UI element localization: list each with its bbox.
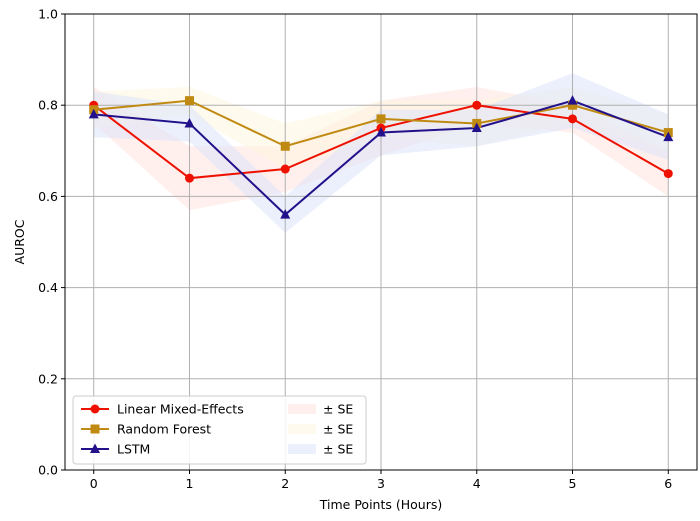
data-point-series-1 (376, 114, 386, 124)
x-tick-label: 3 (377, 476, 385, 491)
y-tick-label: 0.2 (38, 371, 58, 386)
series-markers-layer (88, 95, 674, 219)
data-point-series-2 (663, 131, 674, 142)
axes-layer: 0 1 2 3 4 5 6 0.0 0.2 0.4 0.6 0.8 1.0 (38, 7, 698, 491)
data-point-series-2 (88, 108, 99, 119)
data-point-series-0 (280, 164, 290, 174)
legend-band-swatch-series-1 (288, 424, 316, 434)
data-point-series-2 (280, 209, 291, 219)
data-point-series-2 (376, 127, 386, 137)
legend-band-swatch-series-0 (288, 404, 316, 414)
y-axis-label: AUROC (12, 219, 27, 264)
data-point-series-1 (280, 141, 290, 151)
y-tick-label: 0.6 (38, 189, 58, 204)
y-tick-label: 1.0 (38, 7, 58, 22)
legend-label-series-0: Linear Mixed-Effects (117, 402, 244, 417)
x-tick-label: 4 (473, 476, 481, 491)
y-tick-label: 0.0 (38, 463, 58, 478)
legend-marker-series-1 (90, 424, 100, 434)
x-axis-label: Time Points (Hours) (319, 497, 442, 512)
x-tick-label: 5 (569, 476, 577, 491)
legend-band-label-series-1: ± SE (323, 422, 353, 437)
legend-band-swatch-series-2 (288, 444, 316, 454)
y-tick-label: 0.8 (38, 98, 58, 113)
data-point-series-2 (567, 95, 578, 105)
data-point-series-1 (184, 96, 194, 106)
data-point-series-2 (184, 117, 195, 128)
data-point-series-0 (184, 173, 194, 183)
legend-band-label-series-0: ± SE (323, 402, 353, 417)
legend-band-label-series-2: ± SE (323, 442, 353, 457)
legend-marker-series-0 (90, 404, 100, 414)
x-tick-label: 0 (90, 476, 98, 491)
legend-label-series-2: LSTM (117, 442, 150, 457)
data-point-series-1 (568, 100, 578, 110)
x-tick-label: 1 (186, 476, 194, 491)
data-point-series-0 (472, 100, 482, 110)
data-point-series-0 (568, 114, 578, 124)
legend-marker-series-2 (90, 443, 100, 453)
x-tick-label: 2 (281, 476, 289, 491)
y-tick-label: 0.4 (38, 280, 58, 295)
legend-label-series-1: Random Forest (117, 422, 211, 437)
legend: Linear Mixed-Effects ± SE Random Forest ± S… (72, 395, 367, 465)
x-tick-label: 6 (664, 476, 672, 491)
data-point-series-0 (663, 169, 673, 179)
data-point-series-2 (471, 122, 482, 132)
